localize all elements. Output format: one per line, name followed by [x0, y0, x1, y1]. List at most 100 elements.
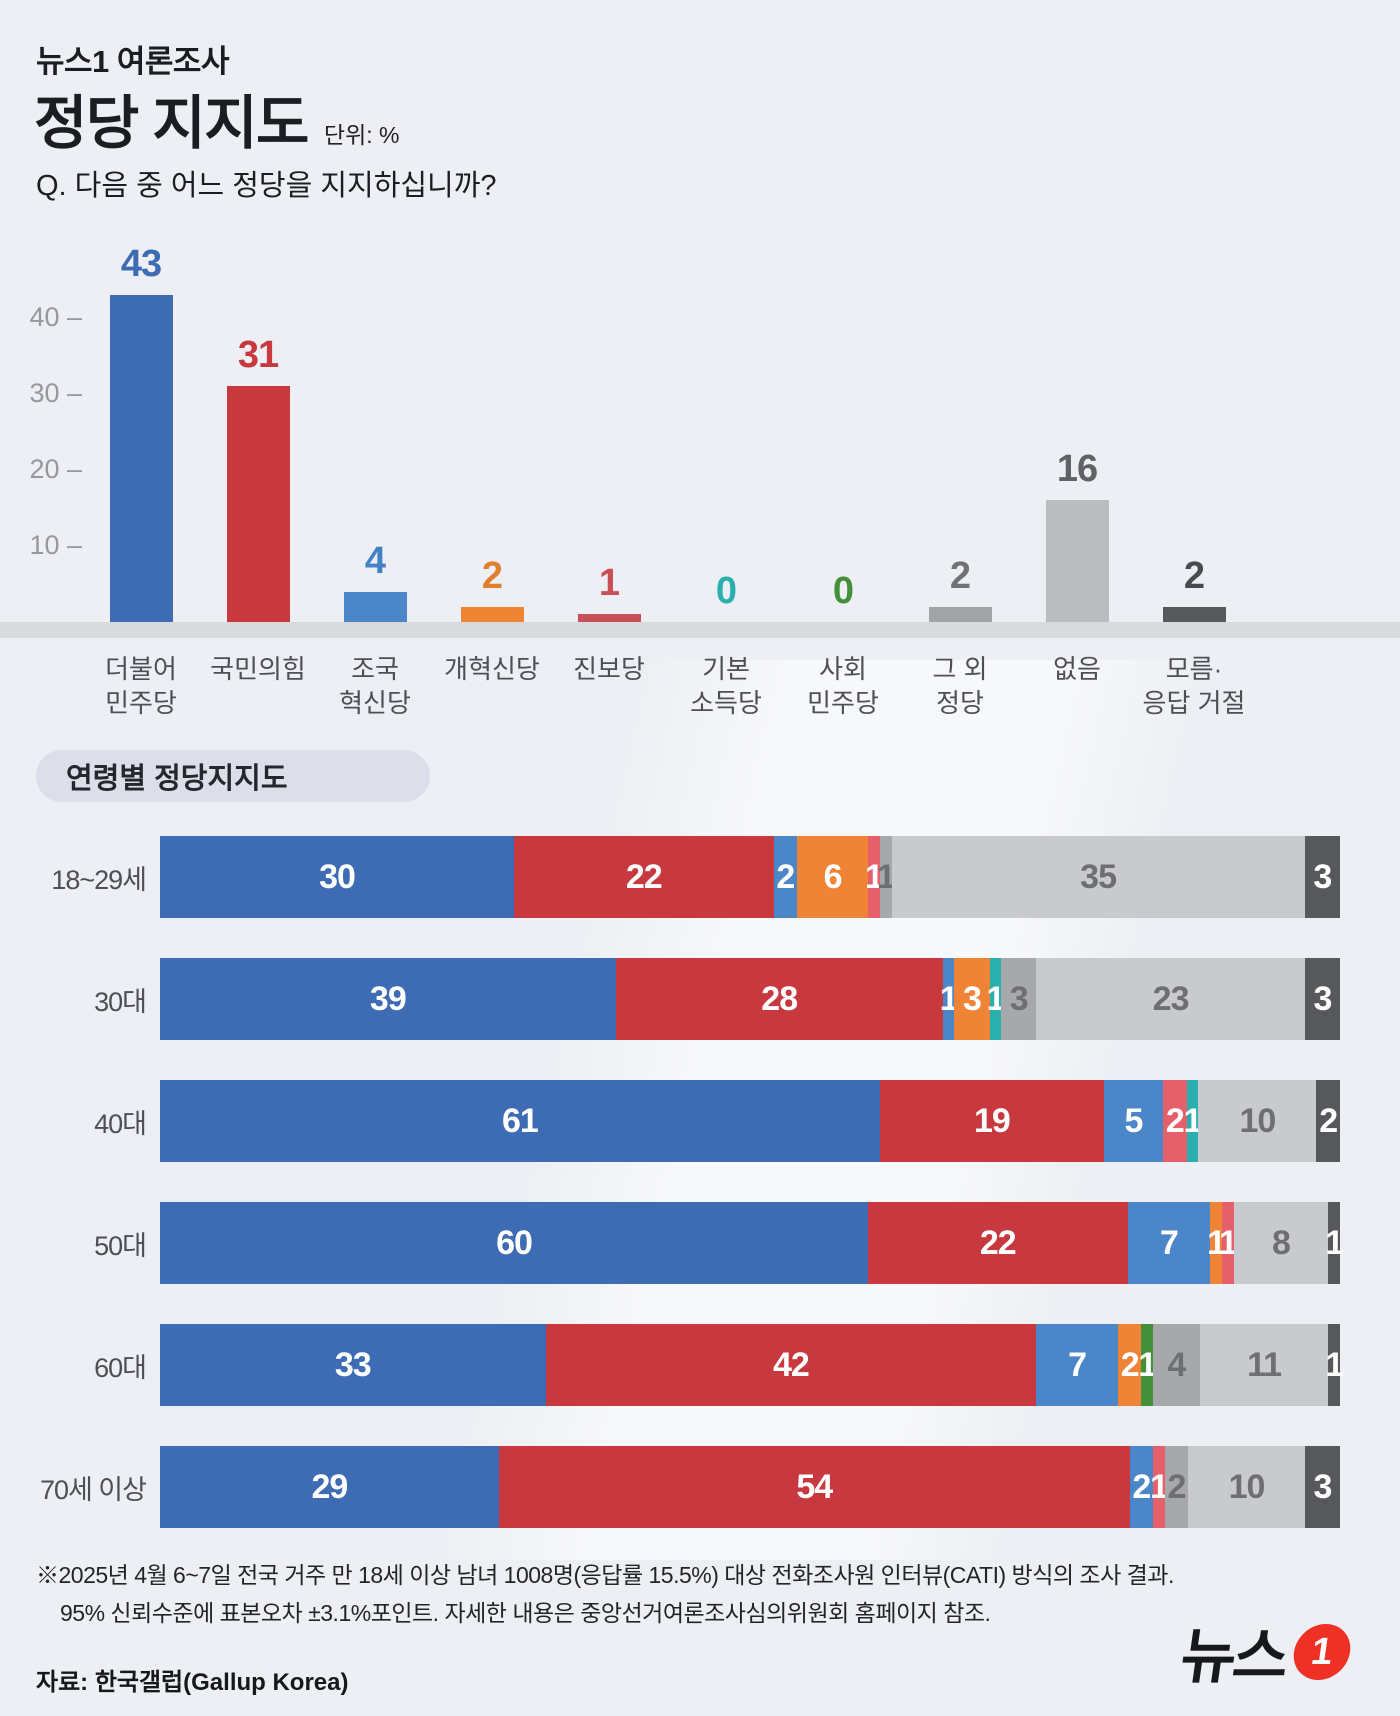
segment-value: 7 — [1159, 1223, 1179, 1262]
segment-value: 1 — [939, 979, 959, 1018]
bar-value-label: 2 — [949, 555, 971, 597]
bar-category-label: 개혁신당 — [444, 654, 540, 684]
segment-value: 3 — [963, 979, 982, 1018]
segment-value: 60 — [496, 1223, 533, 1262]
segment-개혁신당: 6 — [797, 836, 868, 918]
bar-value-label: 31 — [237, 334, 279, 376]
methodology-footnote: ※2025년 4월 6~7일 전국 거주 만 18세 이상 남녀 1008명(응… — [36, 1556, 1174, 1632]
segment-value: 1 — [864, 857, 884, 896]
bar-value-label: 16 — [1056, 448, 1098, 490]
age-row: 60대 33 42 7 2 1 4 11 1 — [0, 1324, 1400, 1406]
age-group-label: 50대 — [94, 1230, 147, 1261]
segment-조국혁신당: 2 — [1129, 1446, 1154, 1528]
segment-value: 54 — [796, 1467, 833, 1506]
segment-국민의힘: 54 — [498, 1446, 1130, 1528]
segment-조국혁신당: 7 — [1036, 1324, 1119, 1406]
segment-조국혁신당: 1 — [939, 958, 959, 1040]
bar-category-label: 기본 소득당 — [690, 654, 762, 718]
unit-label: 단위: % — [323, 122, 400, 148]
segment-조국혁신당: 5 — [1104, 1080, 1163, 1162]
news1-logo-text: 뉴스 — [1176, 1623, 1291, 1690]
bar-그 외 정당 — [928, 607, 992, 622]
segment-value: 2 — [1165, 1101, 1185, 1140]
segment-진보당: 1 — [1218, 1202, 1238, 1284]
segment-진보당: 1 — [864, 836, 884, 918]
segment-기본소득당: 1 — [1183, 1080, 1203, 1162]
segment-더불어민주당: 61 — [160, 1080, 880, 1162]
segment-더불어민주당: 60 — [160, 1202, 868, 1284]
segment-value: 10 — [1228, 1467, 1266, 1506]
segment-value: 1 — [1218, 1223, 1238, 1262]
age-stacked-bar: 29 54 2 1 2 10 3 — [160, 1446, 1340, 1528]
y-axis-tick: 30 – — [29, 378, 82, 408]
y-axis-tick: 10 – — [29, 530, 82, 560]
segment-value: 22 — [625, 857, 663, 896]
segment-value: 42 — [772, 1345, 810, 1384]
bar-value-label: 0 — [715, 570, 737, 612]
segment-value: 1 — [1183, 1101, 1203, 1140]
bar-조국혁신당 — [343, 592, 407, 622]
segment-개혁신당: 2 — [1118, 1324, 1142, 1406]
age-stacked-bar: 39 28 1 3 1 3 23 3 — [160, 958, 1340, 1040]
segment-value: 3 — [1009, 979, 1029, 1018]
bar-value-label: 2 — [481, 555, 503, 597]
bar-없음 — [1045, 500, 1109, 622]
segment-value: 2 — [1132, 1467, 1151, 1506]
age-row: 50대 60 22 7 1 1 8 1 — [0, 1202, 1400, 1284]
bar-category-label: 사회 민주당 — [807, 654, 879, 718]
segment-value: 1 — [1207, 1223, 1226, 1262]
bar-category-label: 더불어 민주당 — [105, 654, 177, 718]
segment-value: 61 — [501, 1101, 539, 1140]
segment-value: 19 — [973, 1101, 1011, 1140]
segment-value: 2 — [1319, 1101, 1338, 1140]
segment-value: 3 — [1313, 1467, 1333, 1506]
segment-사회민주당: 1 — [1138, 1324, 1157, 1406]
segment-value: 3 — [1313, 979, 1333, 1018]
segment-모름·응답 거절: 1 — [1325, 1324, 1344, 1406]
segment-value: 2 — [1120, 1345, 1140, 1384]
segment-value: 11 — [1247, 1345, 1282, 1384]
segment-value: 23 — [1152, 979, 1190, 1018]
age-stacked-bar: 30 22 2 6 1 1 35 3 — [160, 836, 1340, 918]
age-stacked-bar: 60 22 7 1 1 8 1 — [160, 1202, 1344, 1284]
bar-국민의힘 — [226, 386, 290, 622]
segment-없음: 10 — [1198, 1080, 1317, 1162]
segment-value: 7 — [1068, 1345, 1087, 1384]
news1-logo: 뉴스 1 — [1176, 1608, 1354, 1695]
segment-value: 4 — [1167, 1345, 1186, 1384]
segment-국민의힘: 22 — [868, 1202, 1128, 1284]
segment-없음: 8 — [1233, 1202, 1329, 1284]
segment-value: 6 — [823, 857, 843, 896]
segment-value: 1 — [1325, 1223, 1344, 1262]
segment-조국혁신당: 7 — [1127, 1202, 1211, 1284]
segment-조국혁신당: 2 — [773, 836, 798, 918]
segment-진보당: 1 — [1150, 1446, 1169, 1528]
segment-그 외 정당: 4 — [1153, 1324, 1200, 1406]
segment-국민의힘: 22 — [514, 836, 774, 918]
segment-없음: 23 — [1036, 958, 1305, 1040]
segment-value: 2 — [776, 857, 795, 896]
age-group-label: 40대 — [94, 1108, 147, 1139]
segment-모름·응답 거절: 2 — [1316, 1080, 1340, 1162]
age-group-label: 60대 — [94, 1352, 147, 1383]
bar-category-label: 조국 혁신당 — [339, 654, 411, 718]
bar-진보당 — [577, 614, 641, 622]
age-group-label: 70세 이상 — [39, 1474, 147, 1505]
source-credit: 자료: 한국갤럽(Gallup Korea) — [36, 1669, 349, 1696]
segment-국민의힘: 19 — [879, 1080, 1104, 1162]
title-row: 정당 지지도 단위: % — [34, 76, 399, 160]
footnote-line-2: 95% 신뢰수준에 표본오차 ±3.1%포인트. 자세한 내용은 중앙선거여론조… — [60, 1600, 991, 1626]
age-row: 70세 이상 29 54 2 1 2 10 3 — [0, 1446, 1400, 1528]
age-stacked-bar: 61 19 5 2 1 10 2 — [160, 1080, 1340, 1162]
bar-value-label: 0 — [832, 570, 854, 612]
segment-더불어민주당: 33 — [160, 1324, 546, 1406]
segment-개혁신당: 3 — [954, 958, 990, 1040]
segment-더불어민주당: 29 — [160, 1446, 499, 1528]
segment-value: 30 — [319, 857, 356, 896]
segment-value: 1 — [1138, 1345, 1157, 1384]
segment-value: 2 — [1167, 1467, 1186, 1506]
segment-value: 3 — [1313, 857, 1332, 896]
news1-logo-badge-icon: 1 — [1290, 1623, 1354, 1680]
segment-국민의힘: 28 — [615, 958, 943, 1040]
segment-모름·응답 거절: 3 — [1304, 836, 1340, 918]
